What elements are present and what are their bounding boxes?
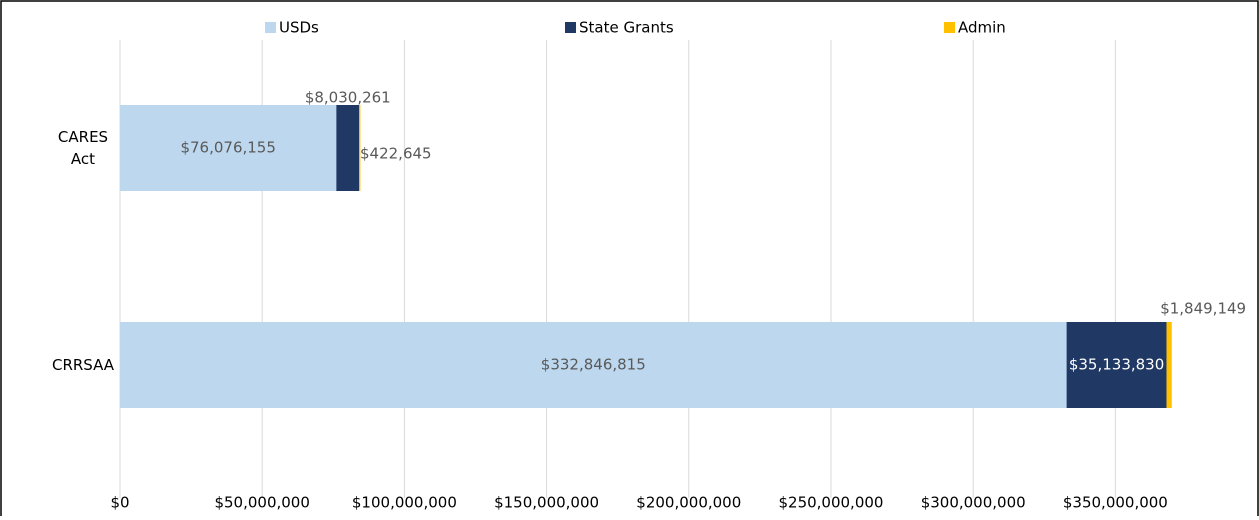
bar-segment — [1166, 322, 1172, 408]
data-label: $422,645 — [360, 145, 432, 163]
bar-segment — [1066, 322, 1167, 408]
x-tick-label: $200,000,000 — [636, 494, 741, 512]
legend-swatch — [944, 22, 955, 33]
x-tick-label: $350,000,000 — [1063, 494, 1168, 512]
x-tick-label: $0 — [110, 494, 129, 512]
data-label: $1,849,149 — [1160, 300, 1246, 318]
bar-segment — [120, 322, 1067, 408]
x-tick-label: $100,000,000 — [352, 494, 457, 512]
legend-swatch — [265, 22, 276, 33]
data-label: $35,133,830 — [1069, 356, 1164, 374]
legend-label: State Grants — [579, 19, 674, 37]
bar-segment — [120, 105, 337, 191]
data-label: $8,030,261 — [305, 89, 391, 107]
x-tick-label: $50,000,000 — [214, 494, 309, 512]
x-tick-label: $150,000,000 — [494, 494, 599, 512]
legend-swatch — [565, 22, 576, 33]
legend-label: Admin — [958, 19, 1006, 37]
y-tick-label: CRRSAA — [51, 356, 115, 374]
data-label: $76,076,155 — [180, 139, 275, 157]
x-tick-label: $250,000,000 — [778, 494, 883, 512]
bar-segment — [359, 105, 361, 191]
y-tick-label: CARES Act — [57, 128, 109, 168]
category-label-box: CARES Act — [57, 128, 109, 168]
data-label: $332,846,815 — [541, 356, 646, 374]
category-label-box: CRRSAA — [51, 356, 115, 374]
legend-label: USDs — [279, 19, 319, 37]
x-tick-label: $300,000,000 — [921, 494, 1026, 512]
bar-segment — [336, 105, 360, 191]
